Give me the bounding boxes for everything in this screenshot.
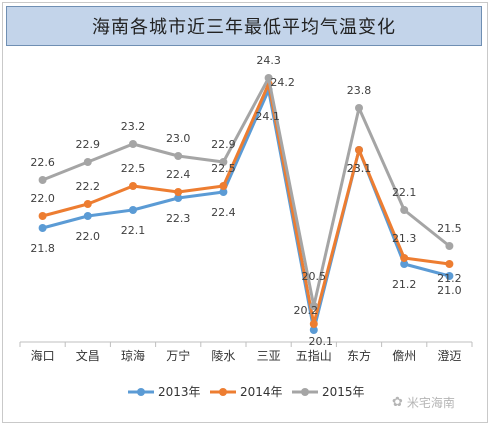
data-label: 22.3 [166,212,191,225]
data-label: 22.5 [121,162,146,175]
legend-label: 2015年 [322,385,365,399]
data-point [219,158,228,166]
data-label: 20.1 [309,335,334,348]
legend-swatch-marker [219,388,227,396]
data-label: 21.5 [437,222,462,235]
legend-label: 2013年 [158,385,201,399]
data-point [129,182,137,190]
data-label: 22.0 [30,192,55,205]
data-point [400,260,409,268]
data-point [355,146,363,154]
data-label: 22.0 [76,230,101,243]
data-point [400,254,409,262]
data-point [445,272,454,280]
x-tick-label: 琼海 [121,348,145,363]
data-point [38,224,47,232]
data-label: 21.2 [392,278,417,291]
data-point [38,212,47,220]
data-label: 23.2 [121,120,146,133]
data-label: 22.5 [211,162,236,175]
data-point [219,182,228,190]
data-point [264,74,273,82]
x-tick-label: 陵水 [211,349,235,363]
data-label: 23.8 [347,84,372,97]
legend-label: 2014年 [240,385,283,399]
x-tick-label: 文昌 [76,348,100,363]
data-label: 24.3 [256,54,281,67]
data-point [309,326,318,334]
data-point [174,194,183,202]
data-point [445,242,454,250]
data-point [400,206,409,214]
data-label: 21.3 [392,232,417,245]
data-label: 23.1 [347,162,372,175]
data-label: 22.2 [76,180,101,193]
x-tick-label: 万宁 [166,348,190,363]
data-label: 20.5 [302,270,327,283]
data-point [445,260,454,268]
series-line [42,88,450,332]
x-tick-label: 澄迈 [437,348,461,363]
data-point [38,176,47,184]
data-label: 22.4 [211,206,236,219]
data-point [129,206,137,214]
data-label: 22.6 [30,156,55,169]
legend-swatch-marker [137,388,145,396]
watermark: ✿ 米宅海南 [392,394,455,411]
data-label: 24.2 [270,76,295,89]
data-point [174,152,183,160]
data-point [219,188,228,196]
x-tick-label: 儋州 [392,349,416,363]
data-point [309,302,318,310]
chart-title: 海南各城市近三年最低平均气温变化 [6,6,482,46]
data-point [83,200,92,208]
data-point [174,188,183,196]
data-label: 21.2 [437,272,462,285]
data-label: 20.2 [294,304,319,317]
watermark-icon: ✿ [392,395,403,410]
x-tick-label: 东方 [347,348,371,363]
data-point [83,158,92,166]
data-point [83,212,92,220]
data-point [309,320,318,328]
data-label: 21.8 [30,242,55,255]
data-label: 24.1 [255,110,280,123]
x-tick-label: 海口 [31,348,55,363]
series-line [42,82,450,326]
x-tick-label: 五指山 [296,348,332,363]
data-label: 22.9 [211,138,236,151]
data-label: 23.0 [166,132,191,145]
data-point [355,104,363,112]
data-label: 22.9 [76,138,101,151]
x-tick-label: 三亚 [257,349,281,363]
data-label: 22.1 [121,224,146,237]
data-label: 22.4 [166,168,191,181]
legend-swatch-marker [301,388,309,396]
data-point [129,140,137,148]
data-label: 23.1 [347,162,372,175]
watermark-text: 米宅海南 [406,396,455,410]
series-line [42,76,451,308]
data-label: 22.1 [392,186,417,199]
data-label: 21.0 [437,284,462,297]
